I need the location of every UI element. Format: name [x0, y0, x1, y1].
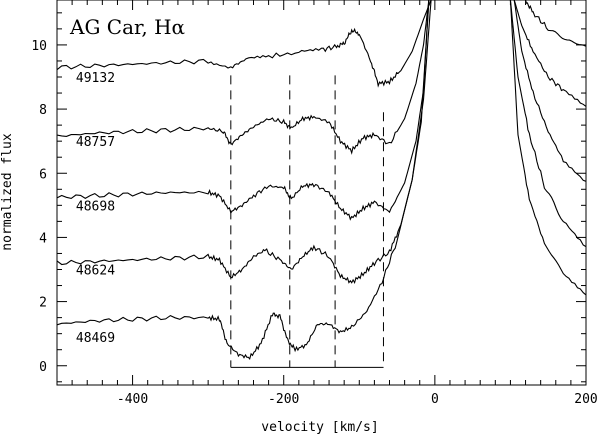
- y-tick-label: 10: [31, 39, 47, 54]
- axis-ticks: -400 -200 0 200 0 2 4 6 8 10: [31, 0, 598, 407]
- x-axis-label: velocity [km/s]: [261, 420, 378, 435]
- x-tick-label: 200: [574, 392, 597, 407]
- spectrum-line-49132: [57, 0, 586, 88]
- spectrum-label: 48624: [76, 264, 115, 279]
- spectrum-label: 48469: [76, 331, 115, 346]
- x-tick-label: -200: [268, 392, 299, 407]
- plot-frame: [56, 0, 587, 386]
- spectrum-line-48698: [57, 0, 586, 221]
- chart-title: AG Car, Hα: [69, 15, 185, 39]
- spectrum-label: 48757: [76, 135, 115, 150]
- y-tick-label: 4: [39, 231, 47, 246]
- spectrum-line-48469: [57, 0, 586, 361]
- x-tick-label: 0: [431, 392, 439, 407]
- spectrum-label: 48698: [76, 199, 115, 214]
- y-tick-label: 2: [39, 296, 47, 311]
- x-tick-label: -400: [117, 392, 148, 407]
- reference-lines: [230, 75, 384, 368]
- y-tick-label: 6: [39, 167, 47, 182]
- spectrum-labels: 49132 48757 48698 48624 48469: [76, 71, 115, 346]
- spectrum-line-48624: [57, 0, 586, 285]
- y-tick-label: 0: [39, 360, 47, 375]
- y-axis-label: normalized flux: [0, 133, 15, 251]
- spectra-series: [57, 0, 586, 361]
- spectrum-label: 49132: [76, 71, 115, 86]
- y-tick-label: 8: [39, 103, 47, 118]
- spectrum-line-48757: [57, 0, 586, 155]
